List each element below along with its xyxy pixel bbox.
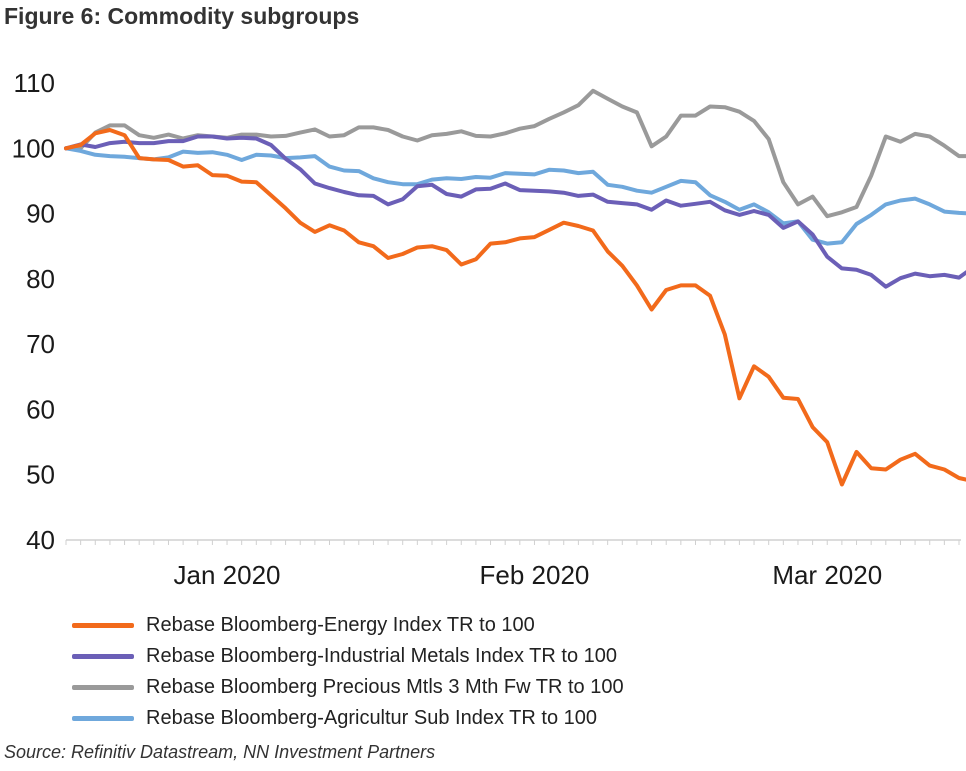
x-tick-label-1: Feb 2020 [480, 560, 590, 590]
y-tick-label-110: 110 [14, 68, 55, 98]
line-chart: 40 50 60 70 80 90 100 110 Jan 2020 Feb 2020 Mar 2… [12, 68, 966, 590]
legend-swatch-industrial-metals [72, 654, 134, 659]
series-line-energy [64, 128, 966, 487]
y-tick-label-100: 100 [12, 133, 55, 163]
y-tick-label-90: 90 [26, 199, 55, 229]
series-line-industrial-metals [64, 134, 966, 289]
series-lines [64, 88, 966, 487]
legend-label-agriculture: Rebase Bloomberg-Agricultur Sub Index TR… [146, 707, 597, 729]
y-tick-label-50: 50 [26, 460, 55, 490]
series-line-agriculture [64, 146, 966, 246]
legend-label-precious-metals: Rebase Bloomberg Precious Mtls 3 Mth Fw … [146, 676, 624, 698]
y-tick-label-70: 70 [26, 329, 55, 359]
x-tick-label-0: Jan 2020 [174, 560, 281, 590]
legend-item-industrial-metals: Rebase Bloomberg-Industrial Metals Index… [72, 641, 624, 672]
x-axis-ticks: Jan 2020 Feb 2020 Mar 2020 [65, 540, 960, 590]
legend-item-energy: Rebase Bloomberg-Energy Index TR to 100 [72, 610, 624, 641]
x-tick-label-2: Mar 2020 [772, 560, 882, 590]
legend-label-industrial-metals: Rebase Bloomberg-Industrial Metals Index… [146, 645, 617, 667]
legend-swatch-precious-metals [72, 685, 134, 690]
legend-swatch-energy [72, 623, 134, 628]
chart-title: Figure 6: Commodity subgroups [4, 3, 360, 29]
source-note: Source: Refinitiv Datastream, NN Investm… [4, 742, 436, 762]
legend-item-agriculture: Rebase Bloomberg-Agricultur Sub Index TR… [72, 703, 624, 734]
y-tick-label-80: 80 [26, 264, 55, 294]
y-tick-label-60: 60 [26, 394, 55, 424]
y-tick-label-40: 40 [26, 525, 55, 555]
legend-item-precious-metals: Rebase Bloomberg Precious Mtls 3 Mth Fw … [72, 672, 624, 703]
legend-label-energy: Rebase Bloomberg-Energy Index TR to 100 [146, 614, 535, 636]
legend: Rebase Bloomberg-Energy Index TR to 100 … [72, 610, 624, 734]
y-axis-ticks: 40 50 60 70 80 90 100 110 [12, 68, 55, 555]
legend-swatch-agriculture [72, 716, 134, 721]
